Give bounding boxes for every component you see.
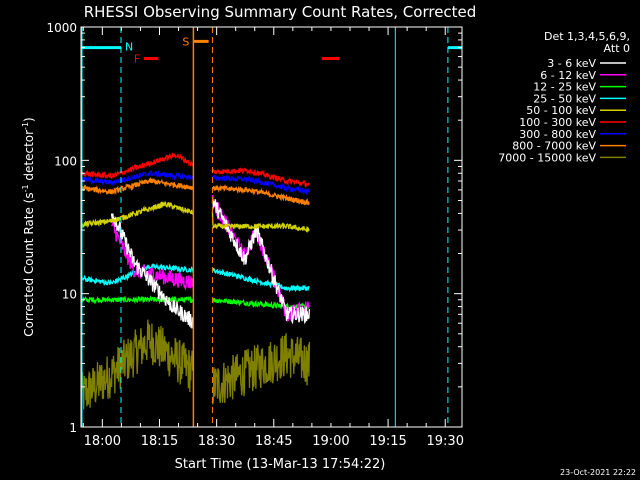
series-line bbox=[110, 213, 194, 329]
legend-label: 50 - 100 keV bbox=[526, 104, 596, 117]
series-line bbox=[80, 152, 194, 179]
y-label-part: detector bbox=[22, 130, 36, 185]
y-tick-label: 1000 bbox=[46, 21, 77, 35]
legend-label: 25 - 50 keV bbox=[533, 92, 596, 105]
x-tick-label: 18:15 bbox=[141, 434, 178, 449]
series-line bbox=[80, 319, 194, 410]
saa-flag-label: S bbox=[182, 35, 189, 48]
series-line bbox=[211, 174, 311, 196]
series-layer bbox=[80, 152, 311, 410]
footer-date: 23-Oct-2021 22:22 bbox=[560, 468, 636, 477]
x-tick-label: 18:30 bbox=[198, 434, 235, 449]
y-axis-label: Corrected Count Rate (s-1 detector-1) bbox=[21, 117, 36, 336]
y-axis-ticks: 1 10 100 1000 bbox=[46, 21, 462, 435]
legend-label: 6 - 12 keV bbox=[540, 69, 596, 82]
x-tick-label: 19:15 bbox=[369, 434, 406, 449]
flare-flag-label: F bbox=[134, 53, 140, 66]
x-tick-label: 19:30 bbox=[427, 434, 464, 449]
legend-label: 7000 - 15000 keV bbox=[498, 151, 596, 164]
observing-flags: NF S bbox=[81, 27, 462, 427]
y-label-part: Corrected Count Rate (s bbox=[22, 192, 36, 336]
series-line bbox=[211, 267, 310, 293]
legend-label: 100 - 300 keV bbox=[519, 116, 596, 129]
series-line bbox=[80, 295, 194, 305]
y-tick-label: 10 bbox=[62, 288, 77, 302]
series-line bbox=[212, 183, 310, 206]
series-line bbox=[80, 177, 194, 196]
y-label-exponent: -1 bbox=[21, 122, 30, 130]
x-axis-ticks: 18:00 18:15 18:30 18:45 19:00 19:15 19:30 bbox=[82, 27, 464, 449]
legend-label: 300 - 800 keV bbox=[519, 128, 596, 141]
series-line bbox=[80, 201, 194, 229]
y-tick-label: 1 bbox=[69, 421, 77, 435]
x-axis-label: Start Time (13-Mar-13 17:54:22) bbox=[175, 457, 386, 472]
night-flag-label: N bbox=[125, 41, 133, 54]
y-label-exponent: -1 bbox=[21, 184, 30, 192]
x-tick-label: 19:00 bbox=[312, 434, 349, 449]
x-tick-label: 18:45 bbox=[255, 434, 292, 449]
y-tick-label: 100 bbox=[54, 154, 77, 168]
legend-label: 12 - 25 keV bbox=[533, 81, 596, 94]
series-line bbox=[110, 221, 194, 291]
series-line bbox=[211, 333, 311, 405]
legend-header-line2: Att 0 bbox=[604, 42, 630, 55]
legend-label: 3 - 6 keV bbox=[547, 57, 596, 70]
series-line bbox=[211, 297, 310, 311]
plot-frame bbox=[80, 26, 463, 428]
y-label-part: ) bbox=[22, 117, 36, 122]
series-line bbox=[211, 199, 311, 325]
x-tick-label: 18:00 bbox=[84, 434, 121, 449]
legend-label: 800 - 7000 keV bbox=[512, 140, 596, 153]
series-line bbox=[211, 211, 310, 234]
series-line bbox=[212, 166, 310, 188]
series-line bbox=[80, 169, 194, 187]
chart-title: RHESSI Observing Summary Count Rates, Co… bbox=[84, 3, 477, 21]
legend-header-line1: Det 1,3,4,5,6,9, bbox=[544, 30, 630, 43]
